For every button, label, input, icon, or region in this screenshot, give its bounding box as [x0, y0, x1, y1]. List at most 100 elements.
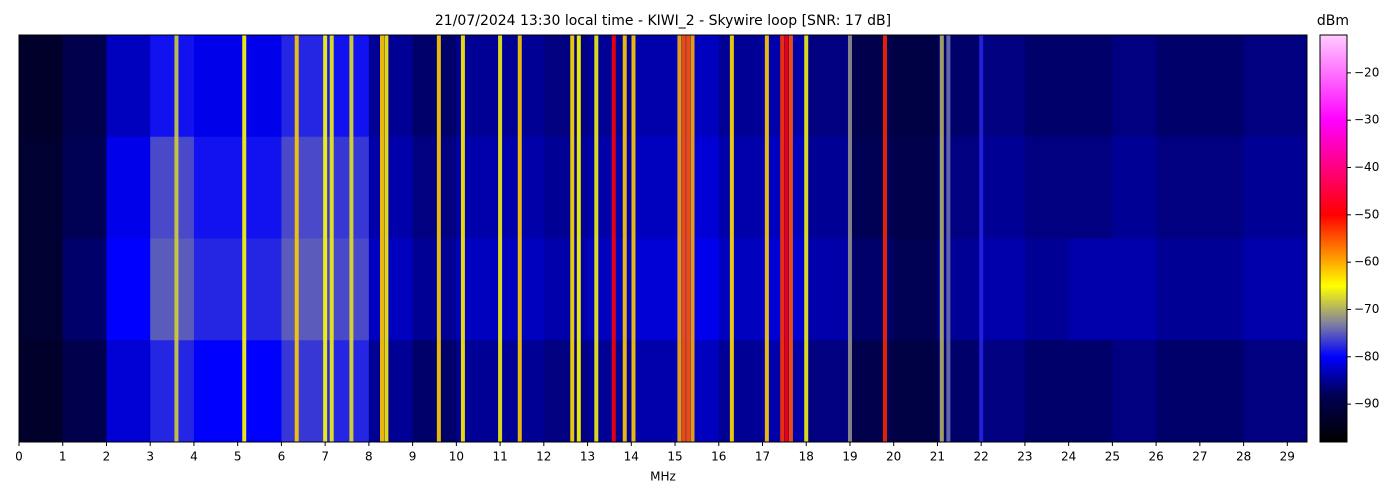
carrier: [594, 35, 599, 442]
heatmap-cell: [1112, 35, 1157, 138]
x-tick-label: 18: [799, 450, 814, 464]
carrier: [788, 35, 793, 442]
carrier: [498, 35, 503, 442]
x-tick-label: 16: [711, 450, 726, 464]
heatmap-cell: [675, 35, 720, 138]
heatmap-cell: [937, 35, 982, 138]
colorbar-label: dBm: [1317, 13, 1349, 29]
x-tick-label: 17: [755, 450, 770, 464]
heatmap-cell: [281, 340, 326, 443]
x-tick-label: 12: [536, 450, 551, 464]
heatmap-cell: [412, 340, 457, 443]
heatmap-cell: [500, 136, 545, 239]
carrier: [784, 35, 789, 442]
x-tick-label: 2: [103, 450, 111, 464]
heatmap-cell: [631, 340, 676, 443]
heatmap-cell: [1287, 35, 1308, 138]
colorbar-tick-label: −30: [1354, 113, 1379, 127]
heatmap-cell: [1112, 136, 1157, 239]
heatmap-cell: [62, 238, 107, 341]
heatmap-cell: [1156, 35, 1201, 138]
x-tick-label: 8: [365, 450, 373, 464]
heatmap-cell: [150, 35, 195, 138]
carrier: [329, 35, 334, 442]
heatmap-cell: [1156, 340, 1201, 443]
heatmap-cell: [937, 136, 982, 239]
heatmap-cell: [1287, 340, 1308, 443]
carrier: [946, 35, 951, 442]
heatmap-cell: [368, 340, 414, 443]
heatmap-cell: [631, 136, 676, 239]
colorbar-tick-label: −80: [1354, 349, 1379, 363]
carrier: [384, 35, 389, 442]
heatmap-cell: [893, 136, 938, 239]
x-tick-label: 29: [1280, 450, 1295, 464]
carrier: [939, 35, 944, 442]
x-tick-label: 6: [278, 450, 286, 464]
heatmap-cell: [1199, 35, 1245, 138]
heatmap-cell: [937, 340, 982, 443]
heatmap-cell: [631, 35, 676, 138]
x-tick-label: 23: [1017, 450, 1032, 464]
heatmap-cell: [806, 340, 851, 443]
carrier: [631, 35, 636, 442]
x-tick-label: 9: [409, 450, 417, 464]
heatmap-cell: [718, 136, 763, 239]
carrier: [611, 35, 616, 442]
carrier: [517, 35, 522, 442]
heatmap-cell: [1243, 136, 1288, 239]
heatmap-cell: [1199, 340, 1245, 443]
heatmap-cell: [718, 35, 763, 138]
heatmap-cell: [193, 238, 239, 341]
x-tick-label: 15: [667, 450, 682, 464]
heatmap-cell: [281, 136, 326, 239]
heatmap-cell: [806, 35, 851, 138]
colorbar-tick-label: −90: [1354, 397, 1379, 411]
carrier: [460, 35, 465, 442]
x-tick-label: 11: [492, 450, 507, 464]
heatmap-cell: [893, 340, 938, 443]
heatmap-cell: [1287, 238, 1308, 341]
chart-title: 21/07/2024 13:30 local time - KIWI_2 - S…: [435, 13, 891, 29]
heatmap-cell: [106, 340, 151, 443]
heatmap-cell: [981, 238, 1026, 341]
carrier: [436, 35, 441, 442]
heatmap-cell: [1156, 136, 1201, 239]
heatmap-cell: [543, 136, 589, 239]
x-tick-label: 4: [190, 450, 198, 464]
heatmap-cell: [1024, 35, 1070, 138]
heatmap-cell: [849, 238, 895, 341]
x-tick-label: 21: [930, 450, 945, 464]
heatmap-cell: [193, 35, 239, 138]
x-tick-label: 5: [234, 450, 242, 464]
carrier: [622, 35, 627, 442]
heatmap-cell: [849, 35, 895, 138]
heatmap-cell: [368, 136, 414, 239]
carrier: [380, 35, 385, 442]
x-tick-label: 27: [1192, 450, 1207, 464]
carrier: [576, 35, 581, 442]
heatmap-cell: [849, 136, 895, 239]
heatmap-cell: [1068, 35, 1113, 138]
heatmap-cell: [806, 136, 851, 239]
carrier: [570, 35, 575, 442]
heatmap-cell: [412, 35, 457, 138]
plot-frame: [18, 34, 1308, 443]
heatmap-cell: [106, 136, 151, 239]
heatmap-cell: [62, 136, 107, 239]
heatmap-cell: [1068, 340, 1113, 443]
x-tick-label: 20: [886, 450, 901, 464]
colorbar-tick-label: −40: [1354, 160, 1379, 174]
x-tick-label: 24: [1061, 450, 1076, 464]
heatmap-cell: [1068, 136, 1113, 239]
heatmap-cell: [150, 136, 195, 239]
heatmap-cell: [193, 340, 239, 443]
x-tick-label: 25: [1105, 450, 1120, 464]
colorbar-tick-label: −20: [1354, 65, 1379, 79]
x-tick-label: 19: [842, 450, 857, 464]
heatmap-cell: [675, 238, 720, 341]
heatmap-cell: [19, 136, 64, 239]
carrier: [690, 35, 695, 442]
x-tick-label: 0: [15, 450, 23, 464]
